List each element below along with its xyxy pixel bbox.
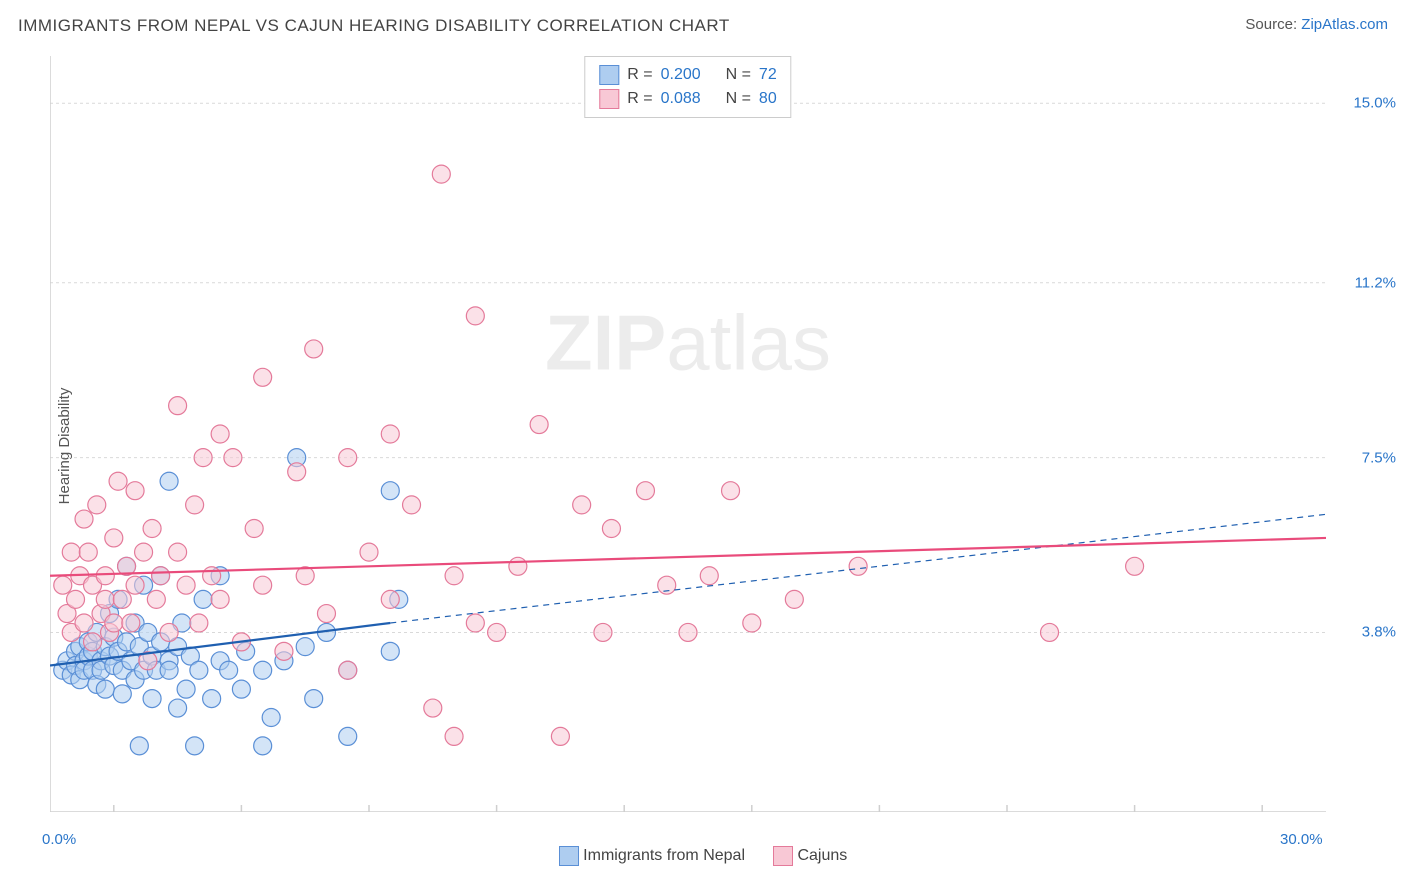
y-tick-label: 7.5% [1362,449,1396,466]
legend-swatch [599,65,619,85]
legend-rn-row: R = 0.200 N = 72 [599,63,776,87]
legend-item: Immigrants from Nepal [559,846,745,866]
source-credit: Source: ZipAtlas.com [1245,16,1388,33]
legend-swatch [599,89,619,109]
legend-n-label: N = [726,66,751,84]
source-label: Source: [1245,16,1301,33]
chart-title: IMMIGRANTS FROM NEPAL VS CAJUN HEARING D… [18,16,730,36]
legend-r-value: 0.200 [661,66,701,84]
legend-swatch [559,846,579,866]
legend-swatch [773,846,793,866]
legend-r-value: 0.088 [661,90,701,108]
scatter-svg [50,56,1326,812]
series-legend: Immigrants from Nepal Cajuns [0,846,1406,866]
source-link[interactable]: ZipAtlas.com [1301,16,1388,33]
chart-container: IMMIGRANTS FROM NEPAL VS CAJUN HEARING D… [0,0,1406,892]
plot-area: ZIPatlas R = 0.200 N = 72 R = 0.088 N = … [50,56,1326,812]
legend-item: Cajuns [773,846,847,866]
legend-label: Immigrants from Nepal [583,847,745,864]
y-tick-label: 15.0% [1353,95,1396,112]
legend-label: Cajuns [797,847,847,864]
y-tick-label: 11.2% [1355,274,1396,291]
correlation-legend: R = 0.200 N = 72 R = 0.088 N = 80 [584,56,791,118]
legend-n-value: 72 [759,66,777,84]
legend-r-label: R = [627,90,652,108]
legend-n-value: 80 [759,90,777,108]
legend-r-label: R = [627,66,652,84]
y-tick-label: 3.8% [1362,624,1396,641]
legend-rn-row: R = 0.088 N = 80 [599,87,776,111]
legend-n-label: N = [726,90,751,108]
